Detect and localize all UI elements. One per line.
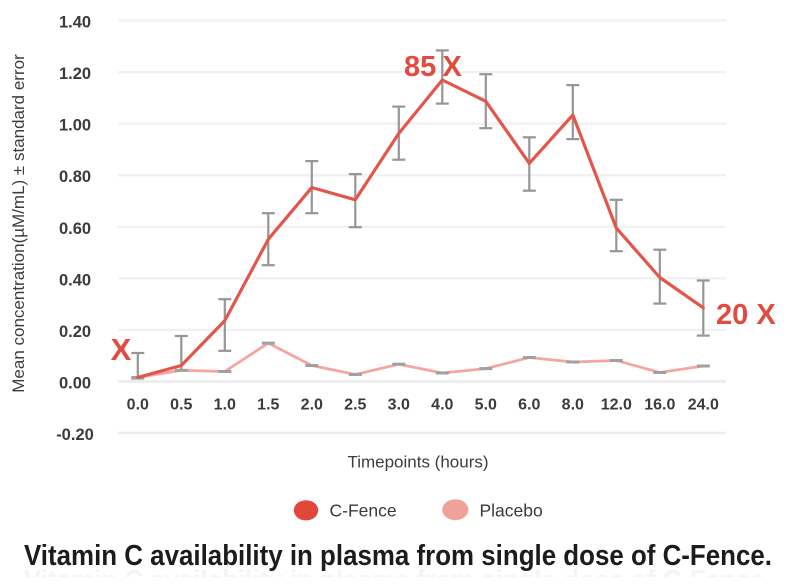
svg-text:24.0: 24.0 xyxy=(688,397,719,414)
svg-text:2.0: 2.0 xyxy=(301,397,323,414)
svg-text:X: X xyxy=(111,332,132,367)
svg-text:X: X xyxy=(443,51,463,83)
svg-text:Vitamin C availability in plas: Vitamin C availability in plasma from si… xyxy=(24,540,772,572)
svg-text:0.5: 0.5 xyxy=(170,397,192,414)
svg-text:3.0: 3.0 xyxy=(388,397,410,414)
svg-text:85: 85 xyxy=(404,51,436,83)
svg-text:1.5: 1.5 xyxy=(257,397,279,414)
svg-text:20 X: 20 X xyxy=(716,299,776,331)
svg-text:8.0: 8.0 xyxy=(562,397,584,414)
svg-text:0.40: 0.40 xyxy=(59,271,91,289)
svg-text:Mean concentration(µM/mL) ± st: Mean concentration(µM/mL) ± standard err… xyxy=(9,54,28,393)
svg-text:1.00: 1.00 xyxy=(59,117,91,135)
svg-text:1.20: 1.20 xyxy=(59,65,91,83)
svg-text:Timepoints (hours): Timepoints (hours) xyxy=(347,453,488,472)
svg-text:2.5: 2.5 xyxy=(344,397,366,414)
svg-text:0.00: 0.00 xyxy=(59,374,91,392)
svg-text:0.0: 0.0 xyxy=(127,397,149,414)
svg-text:C-Fence: C-Fence xyxy=(330,501,397,521)
svg-text:0.60: 0.60 xyxy=(59,220,91,238)
svg-text:12.0: 12.0 xyxy=(601,397,632,414)
svg-text:Placebo: Placebo xyxy=(480,501,543,521)
svg-text:4.0: 4.0 xyxy=(431,397,453,414)
svg-text:1.0: 1.0 xyxy=(214,397,236,414)
svg-text:0.20: 0.20 xyxy=(59,323,91,341)
svg-text:5.0: 5.0 xyxy=(475,397,497,414)
svg-text:-0.20: -0.20 xyxy=(56,426,94,444)
svg-text:6.0: 6.0 xyxy=(518,397,540,414)
svg-text:16.0: 16.0 xyxy=(644,397,675,414)
svg-text:Vitamin C availability in plas: Vitamin C availability in plasma from si… xyxy=(24,565,772,584)
svg-text:1.40: 1.40 xyxy=(59,14,91,32)
svg-text:0.80: 0.80 xyxy=(59,168,91,186)
